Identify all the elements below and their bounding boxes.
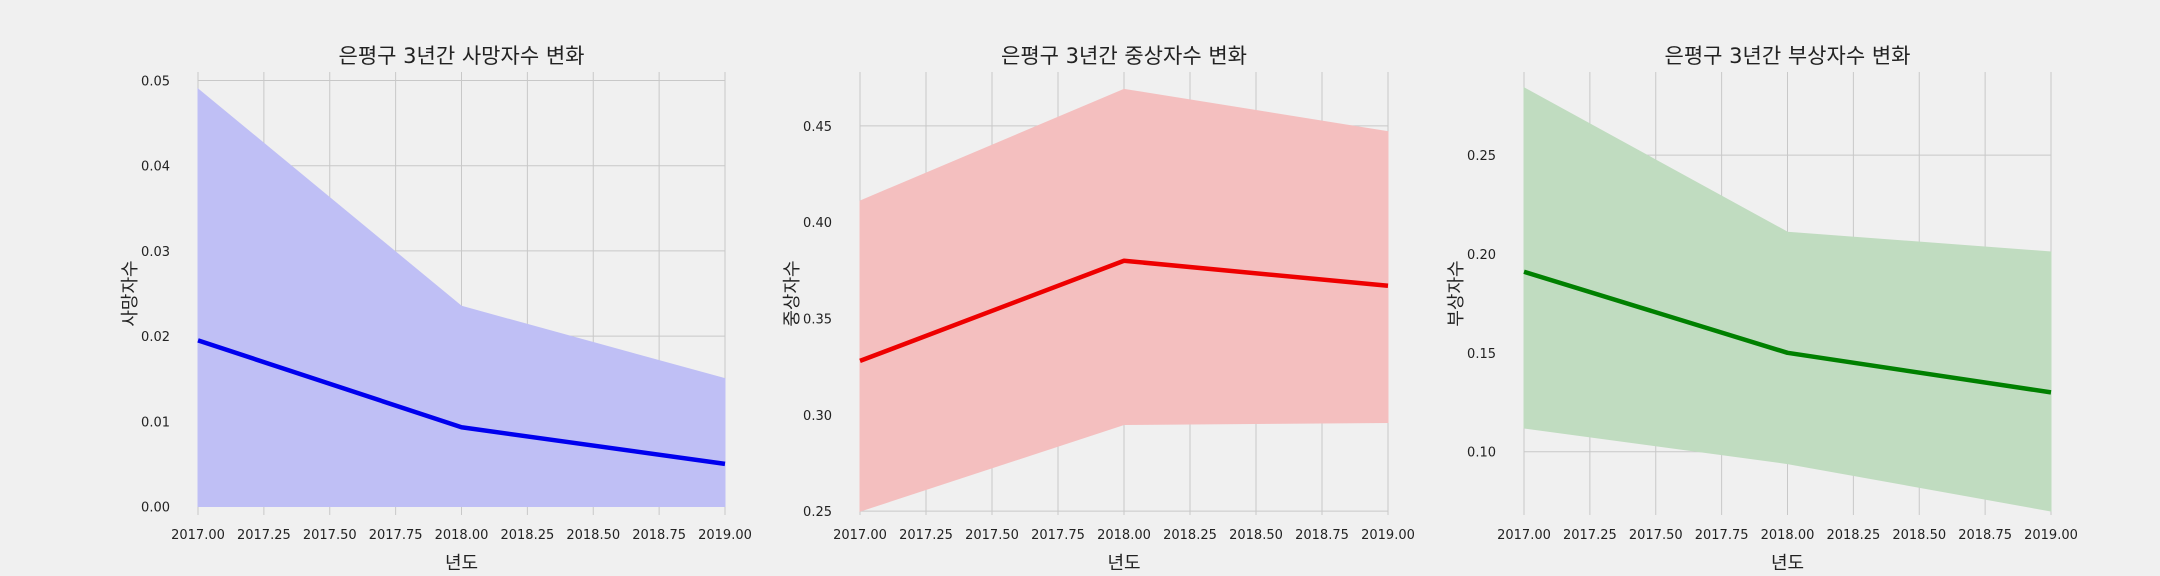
y-tick-label: 0.30: [803, 409, 832, 424]
x-axis-title: 년도: [445, 553, 478, 574]
x-tick-labels: 2017.00 2017.25 2017.50 2017.75 2018.00 2018.…: [1497, 528, 2078, 543]
x-tick-label: 2018.75: [1295, 528, 1349, 543]
series-line: [1523, 269, 2052, 395]
x-tick-label: 2017.00: [1497, 528, 1551, 543]
y-tick-label: 0.40: [803, 216, 832, 231]
y-tick-label: 0.10: [1467, 446, 1496, 461]
y-tick-label: 0.04: [141, 160, 170, 175]
series-polyline: [859, 258, 1389, 364]
chart-injuries: 2017.00 2017.25 2017.50 2017.75 2018.00 2018.…: [1446, 44, 2078, 574]
x-axis-title: 년도: [1107, 553, 1140, 574]
y-tick-label: 0.03: [141, 245, 170, 260]
confidence-band: [197, 87, 726, 507]
y-tick-label: 0.01: [141, 415, 170, 430]
y-tick-label: 0.05: [141, 75, 170, 90]
x-tick-label: 2017.50: [965, 528, 1019, 543]
x-tick-label: 2018.75: [1958, 528, 2012, 543]
confidence-area: [197, 87, 726, 507]
x-tick-labels: 2017.00 2017.25 2017.50 2017.75 2018.00 2018.…: [833, 528, 1415, 543]
x-tick-label: 2017.25: [1563, 528, 1617, 543]
chart-title: 은평구 3년간 부상자수 변화: [1665, 44, 1911, 68]
y-tick-label: 0.20: [1467, 248, 1496, 263]
y-tick-labels: 0.00 0.01 0.02 0.03 0.04 0.05: [141, 75, 170, 516]
chart-title: 은평구 3년간 중상자수 변화: [1001, 44, 1247, 68]
confidence-area: [859, 88, 1389, 512]
confidence-band: [859, 88, 1389, 512]
x-tick-label: 2017.75: [1695, 528, 1749, 543]
x-tick-label: 2017.50: [303, 528, 357, 543]
x-tick-label: 2019.00: [1361, 528, 1415, 543]
y-axis-title: 중상자수: [782, 260, 803, 326]
y-tick-label: 0.25: [803, 505, 832, 520]
series-polyline: [197, 338, 726, 467]
y-tick-labels: 0.25 0.30 0.35 0.40 0.45: [803, 120, 832, 520]
y-tick-label: 0.15: [1467, 347, 1496, 362]
chart-title: 은평구 3년간 사망자수 변화: [339, 44, 585, 68]
x-tick-label: 2017.50: [1629, 528, 1683, 543]
x-tick-labels: 2017.00 2017.25 2017.50 2017.75 2018.00 2018.…: [171, 528, 752, 543]
x-tick-label: 2017.75: [369, 528, 423, 543]
x-tick-label: 2018.50: [1892, 528, 1946, 543]
x-tick-label: 2017.25: [899, 528, 953, 543]
x-tick-label: 2018.50: [566, 528, 620, 543]
y-axis-title: 사망자수: [120, 260, 141, 326]
x-tick-label: 2018.25: [1826, 528, 1880, 543]
x-axis-title: 년도: [1771, 553, 1804, 574]
x-tick-label: 2018.00: [435, 528, 489, 543]
x-tick-label: 2018.50: [1229, 528, 1283, 543]
x-tick-label: 2017.75: [1031, 528, 1085, 543]
series-line: [859, 258, 1389, 364]
x-tick-label: 2017.00: [171, 528, 225, 543]
x-tick-label: 2019.00: [698, 528, 752, 543]
chart-deaths: 2017.00 2017.25 2017.50 2017.75 2018.00 2018.…: [120, 44, 752, 574]
x-tick-label: 2017.00: [833, 528, 887, 543]
confidence-band: [1523, 86, 2052, 512]
confidence-area: [1523, 86, 2052, 512]
y-tick-label: 0.45: [803, 120, 832, 135]
x-tick-label: 2018.25: [500, 528, 554, 543]
x-tick-label: 2017.25: [237, 528, 291, 543]
y-tick-label: 0.00: [141, 500, 170, 515]
series-line: [197, 338, 726, 467]
y-axis-title: 부상자수: [1446, 260, 1467, 326]
series-polyline: [1523, 269, 2052, 395]
y-tick-label: 0.02: [141, 330, 170, 345]
x-tick-label: 2019.00: [2024, 528, 2078, 543]
chart-serious-injuries: 2017.00 2017.25 2017.50 2017.75 2018.00 2018.…: [782, 44, 1415, 574]
y-tick-label: 0.25: [1467, 149, 1496, 164]
x-tick-label: 2018.75: [632, 528, 686, 543]
x-tick-label: 2018.00: [1761, 528, 1815, 543]
y-tick-label: 0.35: [803, 313, 832, 328]
x-tick-label: 2018.00: [1097, 528, 1151, 543]
y-tick-labels: 0.10 0.15 0.20 0.25: [1467, 149, 1496, 461]
x-tick-label: 2018.25: [1163, 528, 1217, 543]
